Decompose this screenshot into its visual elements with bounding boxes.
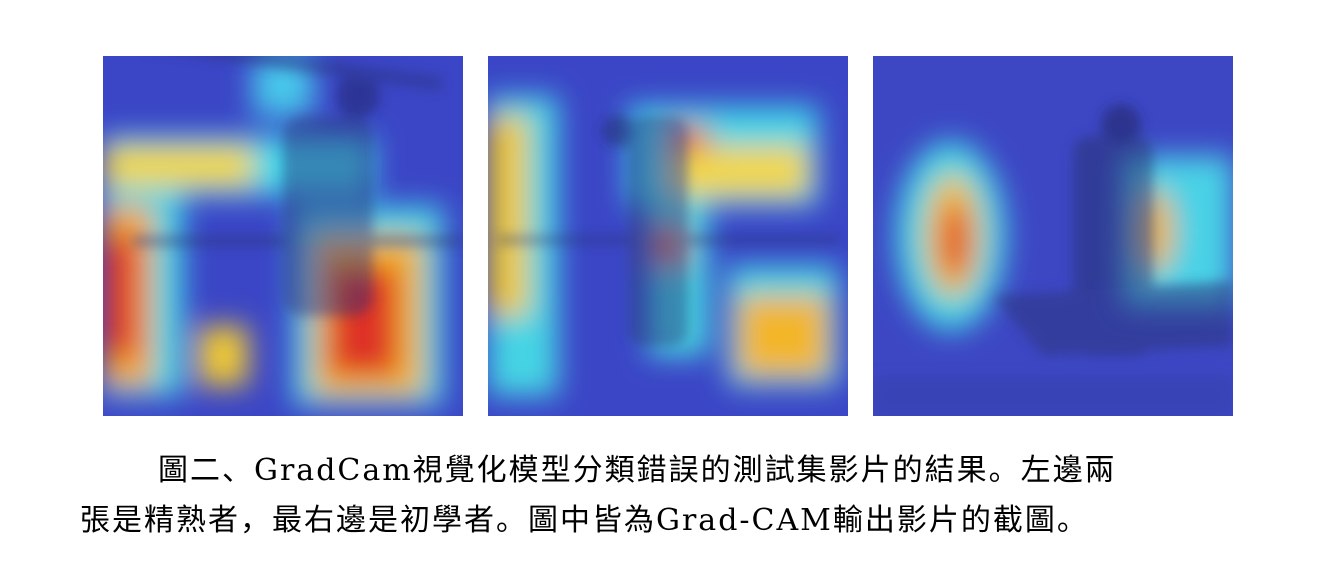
heatmap-image [488,56,848,416]
figure-caption: 圖二、GradCam視覺化模型分類錯誤的測試集影片的結果。左邊兩 張是精熟者，最… [80,446,1260,546]
gradcam-frame-expert-1 [103,56,463,416]
heatmap-image [873,56,1233,416]
gradcam-frame-expert-2 [488,56,848,416]
caption-line-1: 圖二、GradCam視覺化模型分類錯誤的測試集影片的結果。左邊兩 [158,453,1117,488]
gradcam-frame-beginner [873,56,1233,416]
heatmap-image [103,56,463,416]
caption-line-2: 張是精熟者，最右邊是初學者。圖中皆為Grad-CAM輸出影片的截圖。 [80,503,1089,538]
